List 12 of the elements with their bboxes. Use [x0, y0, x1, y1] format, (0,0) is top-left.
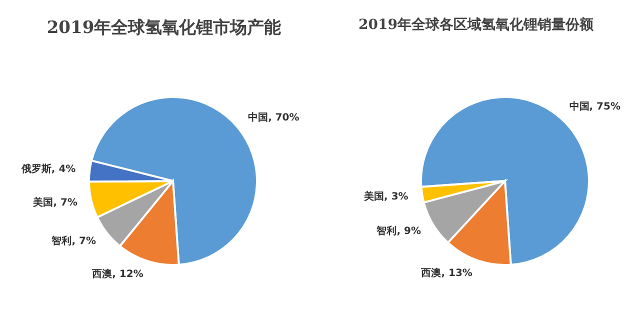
slice-label: 俄罗斯, 4% [20, 162, 76, 175]
slice-label: 美国, 7% [32, 196, 78, 209]
slice-label: 中国, 75% [569, 100, 621, 113]
slice-label: 中国, 70% [248, 112, 300, 124]
pie-slice [420, 96, 590, 266]
slice-label: 智利, 9% [376, 224, 421, 237]
slice-label: 西澳, 13% [420, 266, 472, 279]
chart-title: 2019年全球氢氧化锂市场产能 [46, 17, 282, 39]
slice-label: 美国, 3% [363, 190, 408, 203]
chart-title: 2019年全球各区域氢氧化锂销量份额 [358, 16, 594, 34]
slice-label: 智利, 7% [50, 235, 96, 248]
slice-label: 西澳, 12% [91, 268, 144, 280]
